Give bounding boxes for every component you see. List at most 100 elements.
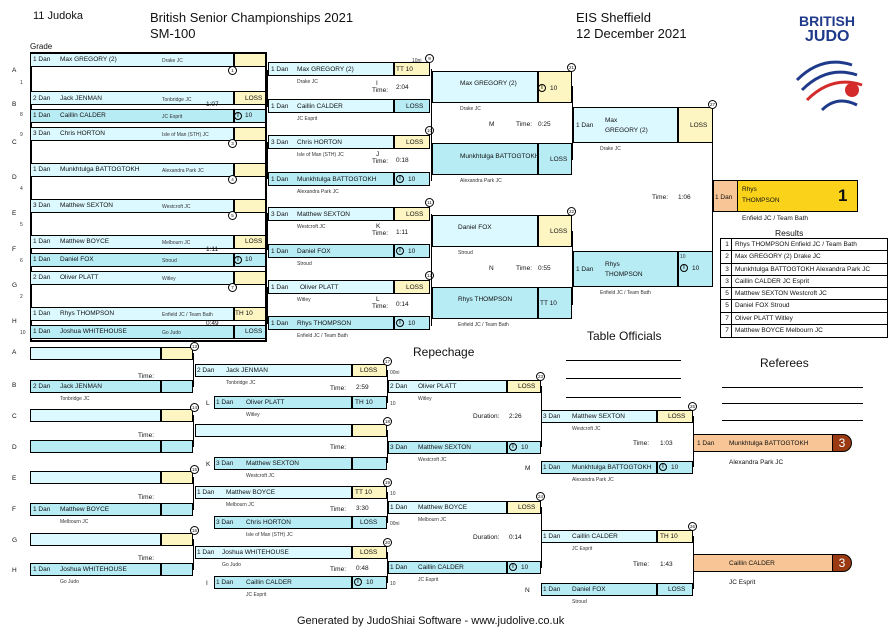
signature-line	[722, 403, 863, 404]
results-entry: Max GREGORY (2) Drake JC	[735, 253, 821, 261]
competitor-name[interactable]: Max GREGORY (2)	[460, 80, 517, 87]
competitor-name[interactable]: Munkhtulga BATTOGTOKH	[572, 464, 652, 471]
row-number: 2	[20, 294, 23, 300]
winner-name[interactable]: THOMPSON	[742, 197, 780, 204]
time-label: Time:	[516, 265, 533, 272]
r2-bar	[268, 280, 394, 294]
match-number-icon: 21	[567, 63, 576, 72]
competitor-name[interactable]: Oliver PLATT	[418, 383, 457, 390]
time-label: Time:	[516, 121, 533, 128]
competitor-name[interactable]: Oliver PLATT	[246, 399, 285, 406]
club-name: Witley	[297, 297, 311, 303]
competitor-name[interactable]: GREGORY (2)	[605, 127, 648, 134]
row-letter: C	[12, 413, 17, 420]
competitor-name[interactable]: Rhys	[605, 261, 620, 268]
competitor-name[interactable]: Daniel FOX	[458, 224, 492, 231]
rep-score-cell	[352, 457, 387, 470]
row-number: 9	[20, 132, 23, 138]
competitor-name[interactable]: Caillin CALDER	[246, 579, 292, 586]
r2-grade: 3 Dan	[271, 211, 289, 218]
competitor-name[interactable]: Matthew BOYCE	[60, 506, 110, 513]
medal-name[interactable]: Caillin CALDER	[729, 560, 775, 567]
competitor-name[interactable]: Joshua WHITEHOUSE	[60, 566, 127, 573]
competitor-name[interactable]: Matthew SEXTON	[572, 413, 625, 420]
results-entry: Daniel FOX Stroud	[735, 302, 790, 310]
competitor-name[interactable]: Munkhtulga BATTOGTOKH	[460, 153, 540, 160]
match-number-icon: 19	[383, 478, 392, 487]
rep-score-cell	[161, 380, 193, 393]
row-letter-e: E	[12, 210, 17, 217]
competitor-name[interactable]: Matthew SEXTON	[418, 444, 471, 451]
r2-score-cell	[394, 99, 430, 113]
competitor-name[interactable]: Rhys THOMPSON	[60, 310, 115, 317]
competitor-name[interactable]: Oliver PLATT	[300, 284, 339, 291]
time-label: Time:	[633, 561, 650, 568]
competitor-name[interactable]: Daniel FOX	[60, 256, 94, 263]
row-letter-d: D	[12, 174, 17, 181]
club-name: Stroud	[162, 258, 177, 264]
competitor-name[interactable]: Matthew BOYCE	[60, 238, 110, 245]
competitor-name[interactable]: Chris HORTON	[297, 139, 342, 146]
competitor-name[interactable]: Rhys THOMPSON	[458, 296, 513, 303]
row-letter: G	[12, 537, 18, 544]
rep-bar	[214, 516, 352, 529]
match-letter: K	[206, 461, 211, 468]
competitor-name[interactable]: Chris HORTON	[60, 130, 105, 137]
winner-name[interactable]: Rhys	[742, 186, 757, 193]
club-name: Stroud	[297, 261, 312, 267]
competitor-name[interactable]: Matthew BOYCE	[418, 504, 468, 511]
match-letter: N	[525, 587, 530, 594]
bracket-line	[541, 507, 542, 568]
r1-score-cell	[234, 127, 266, 141]
competitor-name[interactable]: THOMPSON	[605, 271, 643, 278]
competitor-name[interactable]: Max	[605, 117, 618, 124]
competitor-name[interactable]: Chris HORTON	[246, 519, 291, 526]
competitor-name[interactable]: Max GREGORY (2)	[60, 56, 117, 63]
time-label: Time:	[372, 230, 389, 237]
competitor-name[interactable]: Max GREGORY (2)	[297, 66, 354, 73]
competitor-name[interactable]: Caillin CALDER	[297, 103, 343, 110]
match-letter: I	[376, 80, 378, 87]
competitor-name[interactable]: Caillin CALDER	[572, 533, 618, 540]
competitor-name[interactable]: Jack JENMAN	[60, 95, 102, 102]
competitor-name[interactable]: Joshua WHITEHOUSE	[60, 328, 127, 335]
competitor-name[interactable]: Matthew SEXTON	[297, 211, 350, 218]
competitor-name[interactable]: Munkhtulga BATTOGTOKH	[297, 176, 377, 183]
match-letter: K	[376, 223, 381, 230]
rep-score-cell	[352, 396, 387, 409]
competitor-name[interactable]: Joshua WHITEHOUSE	[222, 549, 289, 556]
match-number-icon: 5	[228, 211, 237, 220]
match-score: 10	[692, 265, 700, 272]
competitor-name[interactable]: Munkhtulga BATTOGTOKH	[60, 166, 140, 173]
competitor-name[interactable]: Jack JENMAN	[60, 383, 102, 390]
final-grade: 1 Dan	[576, 266, 594, 273]
medal-name[interactable]: Munkhtulga BATTOGTOKH	[729, 440, 809, 447]
r1-b2-bar	[30, 109, 234, 123]
r1-grade: 2 Dan	[33, 274, 51, 281]
r1-grade: 2 Dan	[33, 95, 51, 102]
r1-grade: 1 Dan	[33, 310, 51, 317]
competitor-name[interactable]: Matthew SEXTON	[60, 202, 113, 209]
competitor-name[interactable]: Matthew SEXTON	[246, 460, 299, 467]
results-place: 2	[723, 251, 732, 264]
match-time: 1:11	[396, 229, 409, 236]
match-score: 10	[550, 85, 558, 92]
competitor-name[interactable]: Rhys THOMPSON	[297, 320, 352, 327]
duration-label: Duration:	[473, 413, 500, 420]
match-result: TT 10	[540, 300, 557, 307]
r1-score-cell	[234, 325, 266, 339]
competitor-name[interactable]: Daniel FOX	[572, 586, 606, 593]
r3-score-cell	[538, 143, 572, 175]
rep-bar	[388, 501, 507, 514]
row-number: 6	[20, 258, 23, 264]
competitor-name[interactable]: Caillin CALDER	[418, 564, 464, 571]
results-row: 3 Munkhtulga BATTOGTOKH Alexandra Park JC	[721, 263, 887, 276]
r1-grade: 1 Dan	[33, 112, 51, 119]
signature-line	[566, 397, 681, 398]
competitor-name[interactable]: Caillin CALDER	[60, 112, 106, 119]
competitor-name[interactable]: Daniel FOX	[297, 248, 331, 255]
competitor-name[interactable]: Jack JENMAN	[226, 367, 268, 374]
competitor-name[interactable]: Matthew BOYCE	[226, 489, 276, 496]
competitor-name[interactable]: Oliver PLATT	[60, 274, 99, 281]
results-entry: Rhys THOMPSON Enfield JC / Team Bath	[735, 241, 857, 248]
